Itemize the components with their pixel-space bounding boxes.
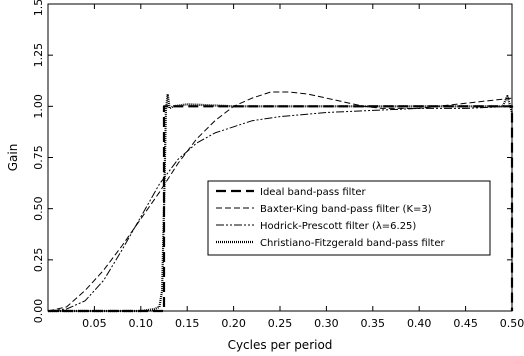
- x-tick-label: 0.50: [500, 317, 524, 330]
- legend: Ideal band-pass filter Baxter-King band-p…: [207, 180, 491, 256]
- x-tick-label: 0.20: [221, 317, 246, 330]
- legend-label: Christiano-Fitzgerald band-pass filter: [260, 238, 446, 249]
- series-line-1: [48, 105, 514, 313]
- series-line-2: [47, 91, 513, 312]
- plot-frame: [47, 3, 513, 312]
- y-axis-label: Gain: [6, 144, 20, 172]
- x-tick-label: 0.10: [129, 317, 154, 330]
- x-tick-label: 0.35: [361, 317, 386, 330]
- legend-label: Hodrick-Prescott filter (λ=6.25): [260, 221, 416, 232]
- legend-box: [207, 180, 491, 256]
- x-tick-label: 0.05: [82, 317, 107, 330]
- legend-label: Baxter-King band-pass filter (K=3): [260, 204, 432, 215]
- y-tick-label: 0.25: [32, 248, 45, 273]
- y-tick-label: 1.00: [32, 94, 45, 119]
- y-tick-label: 1.50: [32, 0, 45, 16]
- legend-label: Ideal band-pass filter: [260, 187, 367, 198]
- y-tick-label: 1.25: [32, 43, 45, 68]
- series-group: [47, 91, 514, 313]
- y-tick-label: 0.75: [32, 145, 45, 170]
- y-tick-label: 0.00: [32, 299, 45, 324]
- series-line-4: [48, 93, 514, 313]
- x-axis-label: Cycles per period: [228, 338, 333, 352]
- x-tick-label: 0.45: [453, 317, 478, 330]
- axes: 0.05 0.10 0.15 0.20 0.25 0.30 0.35 0.40 0.45 0.50…: [32, 0, 524, 330]
- x-tick-label: 0.25: [268, 317, 293, 330]
- x-tick-label: 0.30: [314, 317, 339, 330]
- y-tick-label: 0.50: [32, 196, 45, 221]
- x-tick-label: 0.40: [407, 317, 432, 330]
- x-tick-label: 0.15: [175, 317, 200, 330]
